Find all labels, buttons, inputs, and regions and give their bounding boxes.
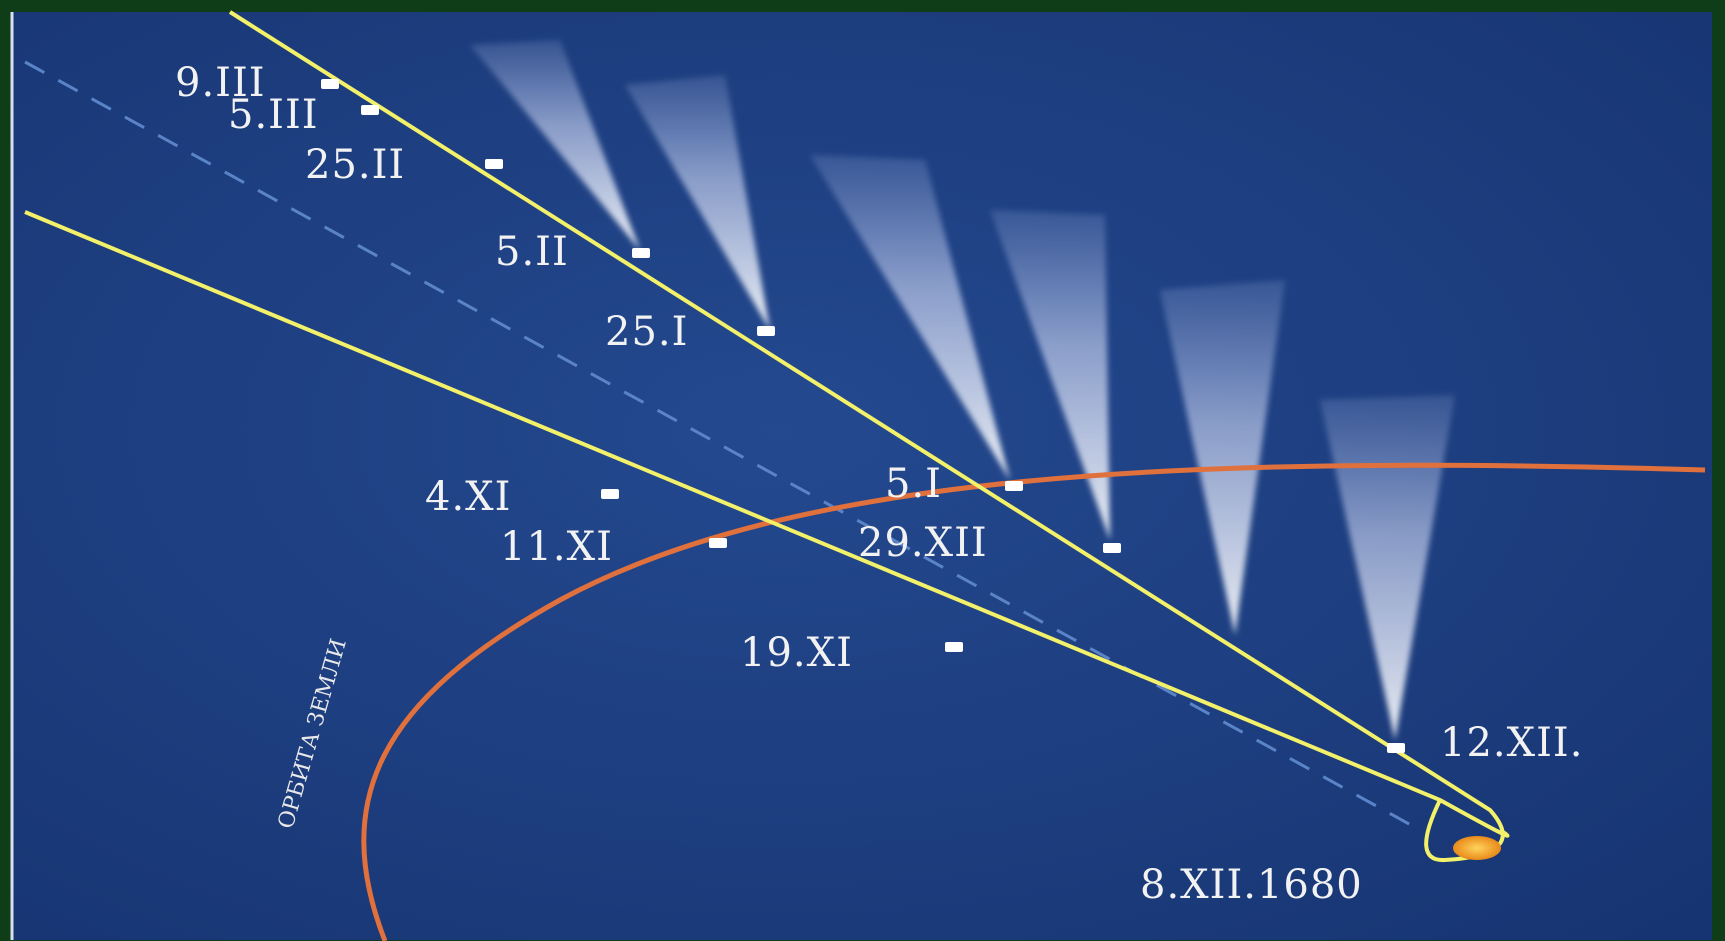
- comet-tail: [470, 40, 640, 250]
- comet-tails: [470, 40, 1455, 740]
- date-label-19-xi: 19.XI: [740, 630, 853, 676]
- date-label-4-xi: 4.XI: [425, 474, 511, 520]
- date-marker-icon: [632, 248, 650, 258]
- date-label-29-xii: 29.XII: [858, 520, 988, 566]
- date-marker-icon: [945, 642, 963, 652]
- comet-tail: [625, 75, 770, 330]
- date-marker-icon: [601, 489, 619, 499]
- date-labels: 9.III 5.III 25.II 5.II 25.I 5.I 29.XII 1…: [175, 60, 1583, 908]
- date-label-12-xii: 12.XII.: [1440, 720, 1583, 766]
- sun-icon: [1453, 836, 1501, 860]
- date-markers: [321, 79, 1405, 753]
- date-marker-icon: [485, 159, 503, 169]
- comet-tail: [1320, 395, 1455, 740]
- comet-tail: [990, 210, 1110, 540]
- date-marker-icon: [1005, 481, 1023, 491]
- date-label-11-xi: 11.XI: [500, 524, 613, 570]
- comet-path-outbound: [228, 10, 1505, 863]
- date-marker-icon: [1103, 543, 1121, 553]
- date-marker-icon: [1387, 743, 1405, 753]
- date-label-5-iii: 5.III: [228, 92, 319, 138]
- date-label-5-i: 5.I: [885, 461, 942, 507]
- date-label-25-i: 25.I: [605, 309, 688, 355]
- date-marker-icon: [361, 105, 379, 115]
- date-marker-icon: [757, 326, 775, 336]
- date-label-5-ii: 5.II: [495, 229, 569, 275]
- date-marker-icon: [321, 79, 339, 89]
- sky-background: [12, 12, 1712, 940]
- perihelion-label: 8.XII.1680: [1140, 862, 1363, 908]
- comet-tail: [810, 155, 1010, 480]
- comet-tail: [1160, 280, 1285, 635]
- date-label-9-iii: 9.III: [175, 60, 266, 106]
- date-label-25-ii: 25.II: [305, 142, 405, 188]
- earth-orbit: [361, 462, 1706, 941]
- comet-path-inbound: [24, 210, 1510, 838]
- date-marker-icon: [709, 538, 727, 548]
